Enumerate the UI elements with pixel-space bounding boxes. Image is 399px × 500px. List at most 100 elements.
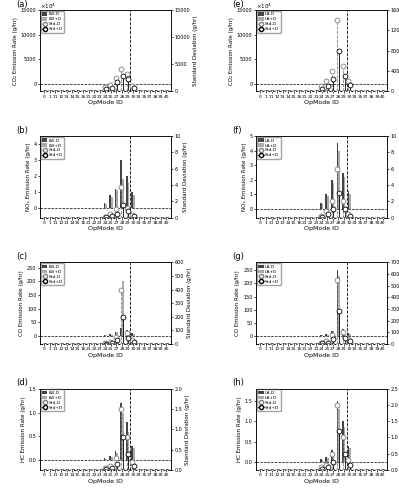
Y-axis label: Standard Deviation (g/hr): Standard Deviation (g/hr) [185, 394, 190, 464]
Bar [331, 180, 333, 209]
Bar [327, 334, 329, 336]
Bar [126, 330, 128, 336]
Legend: LA-D, LA+D, Std-D, Std+D: LA-D, LA+D, Std-D, Std+D [257, 11, 280, 32]
Legend: LW-D, LW+D, Std-D, Std+D: LW-D, LW+D, Std-D, Std+D [41, 390, 64, 411]
Y-axis label: Standard Deviation (g/hr): Standard Deviation (g/hr) [193, 16, 198, 86]
Bar [326, 457, 327, 462]
Bar [344, 428, 346, 462]
Bar [122, 282, 124, 336]
Bar [322, 460, 323, 462]
Bar [111, 334, 113, 336]
Bar [115, 332, 117, 336]
Bar [104, 203, 105, 208]
Bar [348, 446, 349, 462]
Text: (d): (d) [16, 378, 28, 388]
Text: (h): (h) [233, 378, 244, 388]
X-axis label: OpMode ID: OpMode ID [88, 100, 123, 105]
Y-axis label: NOₓ Emission Rate (g/hr): NOₓ Emission Rate (g/hr) [26, 142, 31, 211]
Y-axis label: CO Emission Rate (g/hr): CO Emission Rate (g/hr) [19, 270, 24, 336]
Bar [111, 197, 113, 208]
Bar [104, 335, 105, 336]
Bar [133, 196, 135, 208]
Bar [333, 182, 334, 209]
Y-axis label: HC Emission Rate (g/hr): HC Emission Rate (g/hr) [237, 396, 242, 462]
Y-axis label: NOₓ Emission Rate (g/hr): NOₓ Emission Rate (g/hr) [242, 142, 247, 211]
Bar [348, 192, 349, 209]
X-axis label: OpMode ID: OpMode ID [304, 100, 339, 105]
Bar [342, 330, 344, 336]
Legend: LA-D, LA+D, Std-D, Std+D: LA-D, LA+D, Std-D, Std+D [257, 264, 280, 285]
Legend: LW-D, LW+D, Std-D, Std+D: LW-D, LW+D, Std-D, Std+D [41, 11, 64, 32]
Bar [349, 194, 351, 209]
Text: (c): (c) [16, 252, 28, 261]
Bar [133, 334, 135, 336]
Bar [327, 196, 329, 209]
Bar [331, 450, 333, 462]
Bar [133, 448, 135, 460]
Bar [320, 203, 322, 209]
Bar [120, 403, 122, 460]
Bar [115, 189, 117, 208]
Text: (g): (g) [233, 252, 244, 261]
X-axis label: OpMode ID: OpMode ID [304, 352, 339, 358]
X-axis label: OpMode ID: OpMode ID [304, 479, 339, 484]
Bar [128, 182, 129, 208]
Bar [349, 448, 351, 462]
Bar [117, 453, 118, 460]
X-axis label: OpMode ID: OpMode ID [304, 226, 339, 232]
Legend: LA-D, LA+D, Std-D, Std+D: LA-D, LA+D, Std-D, Std+D [257, 137, 280, 158]
Bar [132, 192, 133, 208]
X-axis label: OpMode ID: OpMode ID [88, 479, 123, 484]
Bar [126, 176, 128, 208]
Bar [326, 194, 327, 209]
Bar [322, 204, 323, 209]
Y-axis label: CO Emission Rate (g/hr): CO Emission Rate (g/hr) [235, 270, 241, 336]
Text: $\times10^4$: $\times10^4$ [256, 2, 272, 11]
Bar [117, 190, 118, 208]
Bar [132, 334, 133, 336]
Y-axis label: CO₂ Emission Rate (g/hr): CO₂ Emission Rate (g/hr) [13, 17, 18, 84]
Y-axis label: HC Emission Rate (g/hr): HC Emission Rate (g/hr) [21, 396, 26, 462]
Bar [132, 446, 133, 460]
Bar [120, 328, 122, 336]
Bar [105, 204, 107, 208]
Bar [122, 180, 124, 208]
Bar [109, 334, 111, 336]
Legend: LW-D, LW+D, Std-D, Std+D: LW-D, LW+D, Std-D, Std+D [41, 137, 64, 158]
Bar [122, 412, 124, 461]
Bar [342, 172, 344, 209]
Bar [128, 332, 129, 336]
Legend: LA-D, LA+D, Std-D, Std+D: LA-D, LA+D, Std-D, Std+D [257, 390, 280, 411]
Bar [344, 330, 346, 336]
Bar [115, 451, 117, 460]
Bar [333, 452, 334, 462]
X-axis label: OpMode ID: OpMode ID [88, 226, 123, 232]
Text: (b): (b) [16, 126, 28, 135]
Bar [344, 177, 346, 209]
Bar [126, 422, 128, 461]
Bar [105, 458, 107, 460]
Bar [109, 196, 111, 208]
Bar [333, 331, 334, 336]
Bar [327, 458, 329, 462]
Bar [342, 421, 344, 462]
Bar [326, 334, 327, 336]
Y-axis label: CO₂ Emission Rate (g/hr): CO₂ Emission Rate (g/hr) [229, 17, 234, 84]
Bar [120, 160, 122, 208]
Bar [109, 456, 111, 460]
Text: (e): (e) [233, 0, 244, 8]
Y-axis label: Standard Deviation (g/hr): Standard Deviation (g/hr) [184, 142, 188, 212]
Bar [320, 460, 322, 462]
Bar [336, 270, 338, 336]
Bar [336, 144, 338, 209]
X-axis label: OpMode ID: OpMode ID [88, 352, 123, 358]
Bar [111, 456, 113, 460]
Bar [349, 334, 351, 336]
Text: $\times10^4$: $\times10^4$ [40, 2, 56, 11]
Bar [336, 401, 338, 462]
Bar [338, 150, 340, 209]
Bar [338, 276, 340, 336]
Text: (a): (a) [16, 0, 28, 8]
Bar [348, 334, 349, 336]
Text: (f): (f) [233, 126, 242, 135]
